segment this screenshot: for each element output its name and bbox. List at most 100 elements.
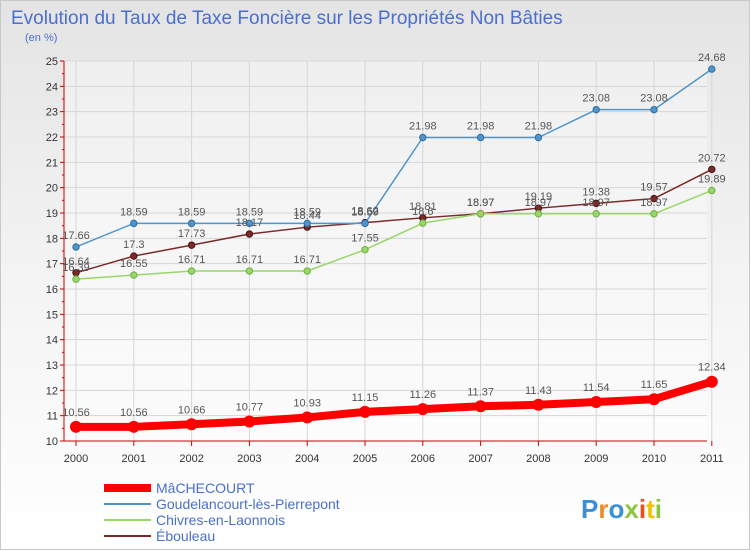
data-point-2 [245,267,254,275]
data-label-1: 23.08 [640,93,668,105]
logo-letter: x [624,494,639,524]
legend-label-3: Ébouleau [156,528,215,544]
y-tick-label: 19 [46,208,58,220]
data-label-2: 18.97 [640,197,668,209]
data-label-3: 19.19 [525,191,553,203]
data-point-0 [705,375,718,388]
data-point-2 [361,246,369,254]
data-label-3: 18.97 [467,197,495,209]
data-point-1 [650,105,658,114]
series-lines [70,65,718,433]
data-label-0: 11.43 [525,385,552,397]
chart-title: Evolution du Taux de Taxe Foncière sur l… [11,8,563,29]
x-tick-label: 2010 [642,453,666,465]
data-label-1: 17.66 [62,230,90,242]
data-point-0 [532,398,545,411]
data-point-0 [474,400,487,413]
y-tick-label: 11 [47,411,58,423]
data-label-3: 17.73 [178,228,206,240]
logo-letter: i [655,494,662,524]
data-point-2 [650,210,658,218]
data-label-3: 18.81 [409,201,437,213]
data-label-2: 19.89 [698,173,726,185]
x-tick-label: 2011 [700,453,724,465]
data-label-2: 18.97 [467,197,495,209]
data-point-3 [245,230,254,238]
data-point-2 [592,210,600,218]
data-label-0: 11.65 [641,379,668,391]
data-point-3 [187,241,196,249]
x-tick-label: 2004 [295,453,319,465]
data-label-0: 10.56 [120,407,148,419]
data-point-0 [70,420,82,433]
x-tick-label: 2005 [353,453,377,465]
legend-label-2: Chivres-en-Laonnois [156,512,285,528]
y-tick-label: 13 [46,360,58,372]
series-line-2 [75,189,713,280]
y-tick-label: 17 [46,259,58,271]
data-label-0: 10.93 [293,397,321,409]
y-tick-label: 15 [46,309,58,321]
x-tick-label: 2002 [179,453,203,465]
logo-letter: r [598,494,608,524]
series-line-0 [72,377,716,431]
y-tick-label: 23 [46,107,58,119]
data-label-1: 23.08 [582,93,610,105]
data-point-3 [650,194,658,203]
y-tick-label: 20 [46,183,58,195]
y-tick-label: 25 [46,56,58,68]
y-tick-label: 18 [46,233,58,245]
data-point-1 [187,219,196,228]
data-label-3: 16.64 [62,256,90,268]
data-label-2: 16.55 [120,258,148,270]
data-point-0 [127,420,140,433]
axes: 10 11 12 13 14 15 16 17 18 19 20 21 22 23 24 25 2000 2001… [46,56,724,465]
y-tick-label: 21 [46,157,58,169]
data-label-2: 18.97 [525,197,553,209]
x-tick-label: 2007 [468,453,492,465]
data-label-0: 10.77 [236,401,264,413]
logo-letter: t [646,494,655,524]
data-label-1: 18.59 [293,206,321,218]
data-point-2 [72,275,80,283]
data-label-1: 18.59 [351,206,379,218]
data-point-1 [130,219,138,228]
data-point-3 [708,165,716,174]
chart-subtitle: (en %) [25,32,57,44]
data-label-1: 18.59 [178,206,206,218]
legend: MâCHECOURTGoudelancourt-lès-PierrepontCh… [104,480,340,544]
data-label-0: 11.54 [583,382,610,394]
data-label-2: 18.97 [582,197,610,209]
x-tick-label: 2008 [526,453,550,465]
legend-label-1: Goudelancourt-lès-Pierrepont [156,496,340,512]
y-tick-label: 16 [46,284,58,296]
data-point-2 [130,271,138,279]
y-tick-label: 10 [46,436,58,448]
plot-area [64,61,707,441]
data-label-0: 10.66 [178,404,206,416]
data-point-0 [416,403,429,416]
data-point-1 [361,219,369,228]
data-label-2: 16.71 [178,254,206,266]
series-line-3 [75,168,713,274]
x-tick-label: 2001 [122,453,146,465]
data-label-3: 18.62 [351,206,379,218]
data-label-1: 21.98 [409,121,437,133]
data-point-2 [419,219,427,227]
data-point-2 [708,186,716,195]
data-label-0: 12.34 [698,362,726,374]
data-point-0 [648,393,660,406]
data-point-0 [243,415,256,428]
data-point-0 [301,411,314,424]
data-label-0: 11.37 [467,386,494,398]
logo-letter: o [608,494,624,524]
y-tick-label: 22 [46,132,58,144]
data-point-0 [185,418,198,431]
y-tick-label: 14 [46,335,58,347]
data-point-1 [303,219,311,228]
data-point-3 [130,252,138,260]
data-label-1: 24.68 [698,52,726,64]
x-tick-label: 2000 [64,453,88,465]
